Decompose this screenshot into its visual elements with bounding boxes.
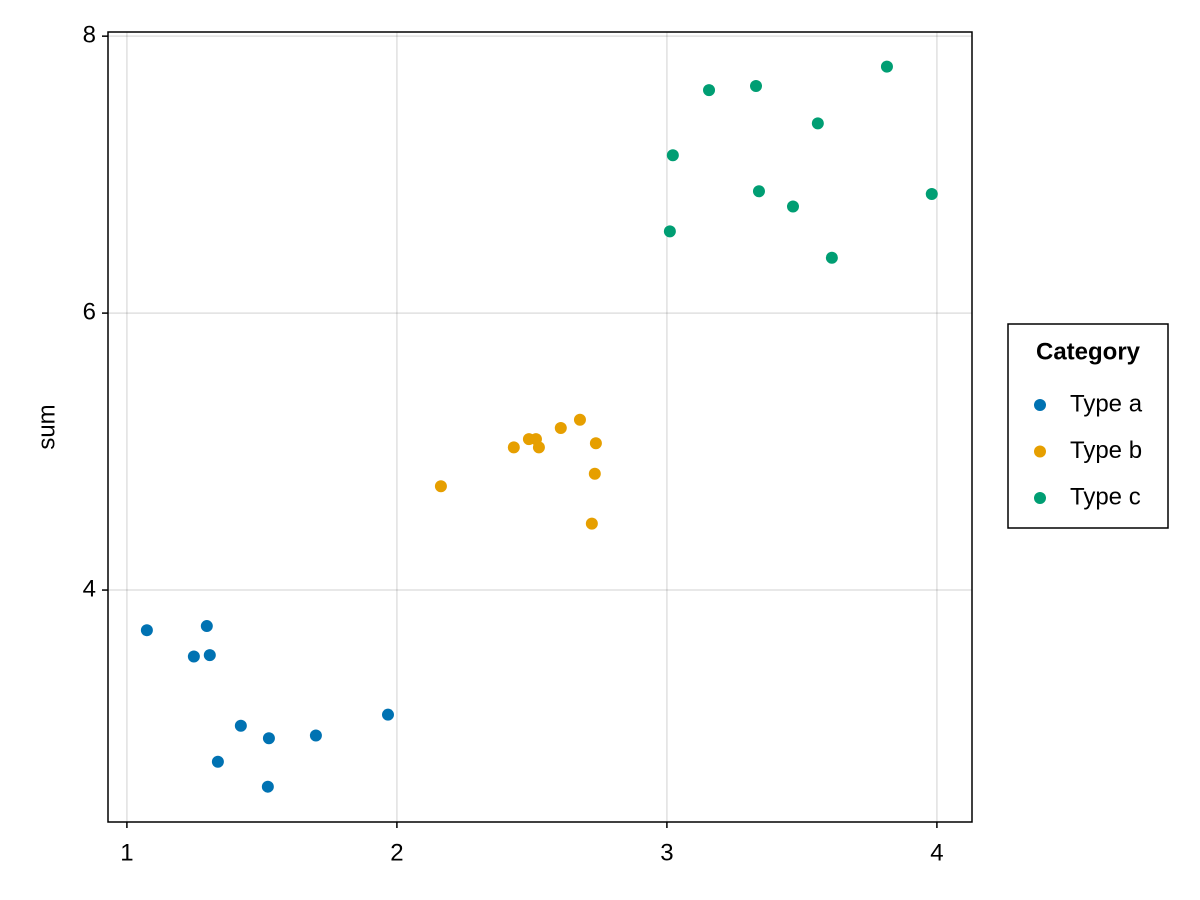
point: [589, 437, 602, 450]
point: [507, 441, 520, 454]
point: [825, 251, 838, 264]
point: [140, 624, 153, 637]
point: [666, 149, 679, 162]
point: [211, 755, 224, 768]
point: [261, 780, 274, 793]
legend-title: Category: [1036, 338, 1141, 365]
point: [309, 729, 322, 742]
x-tick-label: 1: [120, 839, 133, 866]
legend-box: [1007, 323, 1169, 529]
point: [200, 620, 213, 633]
point: [585, 517, 598, 530]
point: [532, 441, 545, 454]
point: [811, 117, 824, 130]
point: [187, 650, 200, 663]
point: [752, 185, 765, 198]
point: [925, 188, 938, 201]
point: [381, 708, 394, 721]
point: [234, 719, 247, 732]
legend-label: Type c: [1070, 483, 1141, 510]
point: [434, 480, 447, 493]
x-tick-label: 3: [660, 839, 673, 866]
legend-marker: [1034, 399, 1046, 411]
point: [880, 60, 893, 73]
point: [262, 732, 275, 745]
legend-label: Type a: [1070, 390, 1143, 417]
x-tick-label: 4: [930, 839, 943, 866]
y-tick-label: 4: [83, 575, 96, 602]
point: [750, 80, 762, 93]
y-axis-label: sum: [33, 404, 60, 449]
point: [573, 413, 586, 426]
legend-marker: [1034, 445, 1046, 458]
legend-label: Type b: [1070, 437, 1142, 464]
point: [786, 200, 799, 213]
point: [663, 225, 676, 238]
y-tick-label: 6: [83, 298, 96, 325]
x-tick-label: 2: [390, 839, 403, 866]
point: [703, 84, 716, 97]
legend-marker: [1034, 492, 1046, 504]
point: [588, 467, 601, 480]
plot-frame: [107, 31, 973, 823]
y-tick-label: 8: [83, 21, 96, 48]
point: [554, 422, 567, 435]
point: [203, 649, 216, 662]
